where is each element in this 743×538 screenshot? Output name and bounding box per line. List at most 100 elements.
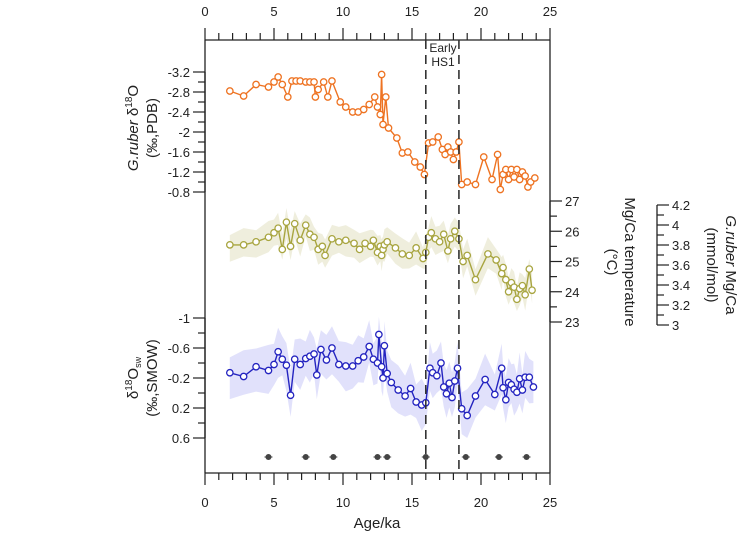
- y-axis-temperature: 27 26 25 24 23: [549, 194, 579, 330]
- age-control-marker: [373, 454, 382, 460]
- temperature-point: [435, 237, 444, 246]
- temperature-point: [412, 244, 420, 252]
- d18osw-axis-units: (‰,SMOW): [144, 339, 161, 416]
- d18osw-point: [401, 392, 409, 400]
- temperature-point: [439, 230, 448, 239]
- temperature-point: [446, 234, 455, 243]
- temperature-point: [369, 236, 378, 245]
- temperature-point: [310, 233, 318, 242]
- d18osw-point: [335, 360, 343, 369]
- temperature-uncertainty-band: [229, 208, 533, 311]
- d18osw-point: [383, 369, 392, 378]
- d18o-point: [314, 85, 323, 94]
- temperature-point: [264, 233, 273, 242]
- d18osw-point: [225, 368, 234, 377]
- temperature-point: [290, 219, 299, 228]
- d18osw-point: [481, 375, 489, 384]
- bottom-x-axis: 0 5 10 15 20 25: [201, 472, 557, 510]
- d18osw-point: [529, 383, 538, 391]
- d18o-point: [428, 138, 437, 146]
- d18osw-point: [379, 374, 387, 382]
- d18o-point: [336, 98, 345, 106]
- mgca-tick-label: 4: [672, 218, 679, 233]
- d18osw-point: [290, 355, 299, 364]
- temperature-point: [239, 241, 248, 249]
- early-hs1-label-line1: Early: [429, 41, 456, 55]
- d18osw-point: [322, 356, 331, 364]
- d18o-point: [463, 178, 472, 186]
- mgca-tick-label: 3.2: [672, 298, 690, 313]
- temperature-tick-label: 24: [565, 285, 579, 300]
- d18o-point: [384, 124, 393, 132]
- d18osw-point: [282, 361, 291, 370]
- temperature-point: [513, 295, 521, 304]
- top-x-tick-label: 5: [270, 4, 277, 19]
- age-control-marker: [329, 454, 338, 460]
- d18o-point: [319, 78, 328, 86]
- d18osw-point: [239, 372, 248, 381]
- temperature-point: [497, 269, 506, 278]
- temperature-tick-label: 27: [565, 194, 579, 209]
- temperature-point: [528, 286, 536, 295]
- temperature-point: [521, 290, 530, 299]
- temperature-point: [278, 245, 287, 254]
- temperature-point: [459, 257, 467, 266]
- d18osw-point: [380, 341, 389, 350]
- temperature-point: [484, 250, 492, 258]
- d18osw-point: [490, 390, 499, 399]
- d18osw-point: [394, 386, 403, 394]
- mgca-axis-units: (mmol/mol): [703, 228, 720, 303]
- bottom-x-tick-label: 20: [474, 495, 488, 510]
- temperature-point: [463, 251, 472, 260]
- d18o-point: [252, 80, 260, 89]
- top-x-axis: 0 5 10 15 20 25: [201, 4, 557, 41]
- early-hs1-label-line2: HS1: [431, 55, 455, 69]
- d18o-title-italic: G.ruber: [125, 119, 142, 171]
- age-control-point: [265, 454, 272, 460]
- d18osw-point: [377, 362, 386, 371]
- d18o-point: [323, 93, 332, 101]
- age-control-markers: [264, 454, 531, 460]
- age-control-point: [330, 454, 337, 460]
- top-x-tick-label: 10: [336, 4, 350, 19]
- d18o-point: [376, 110, 385, 119]
- mgca-title-italic: G.ruber: [722, 215, 739, 267]
- temperature-point: [225, 241, 234, 249]
- d18o-point: [270, 78, 278, 86]
- temperature-tick-label: 26: [565, 224, 579, 239]
- temperature-tick-label: 23: [565, 315, 579, 330]
- d18o-point: [379, 120, 387, 129]
- d18osw-point: [432, 371, 441, 380]
- top-x-tick-label: 15: [405, 4, 419, 19]
- d18osw-point: [442, 389, 451, 398]
- mgca-tick-label: 3.6: [672, 258, 690, 273]
- d18o-point: [392, 134, 401, 142]
- temperature-axis-title: Mg/Ca temperature: [621, 197, 638, 326]
- d18o-title-o: O: [125, 85, 142, 97]
- d18o-tick-label: -3.2: [168, 65, 190, 80]
- age-control-point: [302, 454, 309, 460]
- d18osw-point: [341, 362, 350, 370]
- d18osw-point: [310, 350, 318, 358]
- d18o-point: [420, 170, 429, 179]
- temperature-point: [405, 251, 414, 260]
- d18osw-point: [463, 411, 472, 420]
- d18osw-title-delta: δ: [125, 391, 142, 399]
- d18osw-title-sub: sw: [133, 356, 143, 368]
- d18o-point: [373, 103, 382, 111]
- age-control-point: [374, 454, 381, 460]
- d18o-tick-label: -1.6: [168, 145, 190, 160]
- temperature-point: [301, 221, 310, 230]
- d18osw-point: [365, 342, 374, 351]
- d18o-point: [493, 150, 502, 159]
- y-axis-d18o: -3.2 -2.8 -2.4 -2 -1.6 -1.2 -0.8: [168, 65, 206, 200]
- d18osw-point: [497, 364, 506, 373]
- bottom-x-tick-label: 25: [543, 495, 557, 510]
- d18o-point: [521, 172, 530, 180]
- temperature-point: [296, 236, 305, 245]
- age-control-marker: [383, 454, 392, 460]
- temperature-point: [252, 237, 260, 246]
- d18o-tick-label: -2: [178, 125, 190, 140]
- d18osw-point: [501, 395, 510, 404]
